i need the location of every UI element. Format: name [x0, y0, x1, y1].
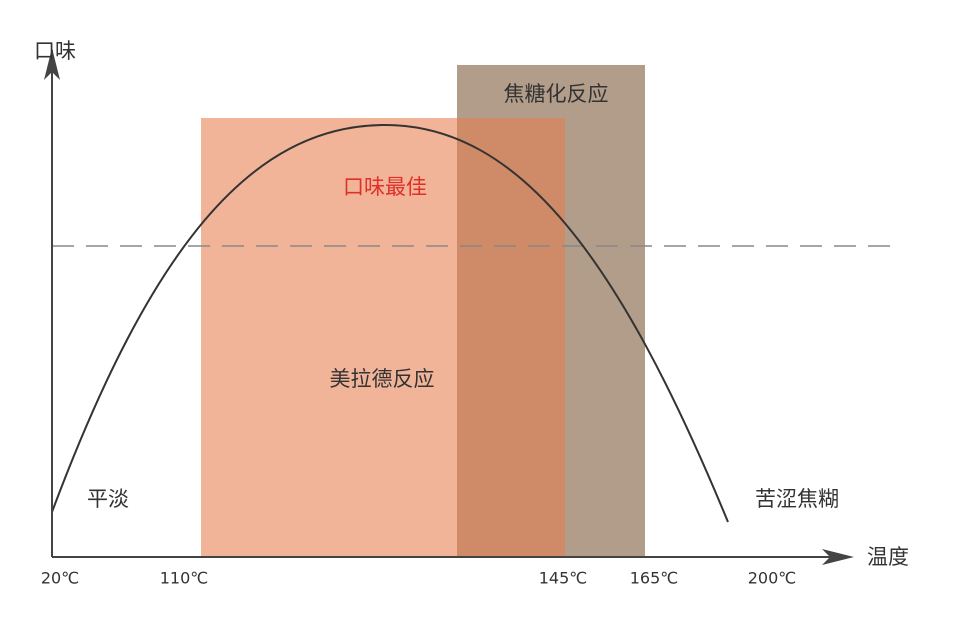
- maillard-region: [201, 118, 457, 557]
- taste-curve: [51, 123, 729, 523]
- x-axis-label: 温度: [867, 545, 909, 569]
- x-tick-label: 145℃: [539, 569, 588, 588]
- y-axis-label: 口味: [34, 39, 76, 63]
- x-axis-arrow: [822, 549, 854, 565]
- bland-label: 平淡: [87, 487, 129, 511]
- y-axis-arrow: [44, 48, 60, 80]
- x-tick-label: 200℃: [748, 569, 797, 588]
- x-tick-label: 110℃: [160, 569, 209, 588]
- bitter-label: 苦涩焦糊: [755, 487, 839, 511]
- maillard-label: 美拉德反应: [330, 367, 435, 391]
- x-tick-label: 165℃: [630, 569, 679, 588]
- caramel-label: 焦糖化反应: [504, 82, 609, 106]
- optimal-label: 口味最佳: [343, 175, 427, 199]
- overlap-region: [457, 118, 565, 557]
- x-tick-label: 20℃: [41, 569, 79, 588]
